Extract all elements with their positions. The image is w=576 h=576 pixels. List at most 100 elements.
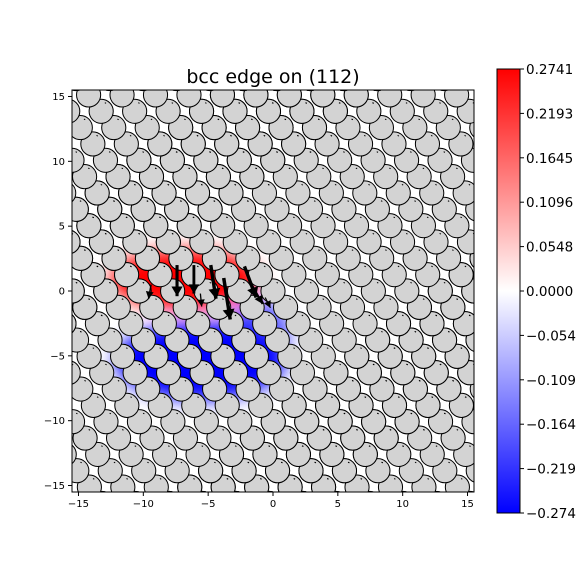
small-vector — [250, 118, 253, 121]
small-vector — [284, 380, 287, 382]
small-vector — [393, 216, 396, 219]
small-vector — [213, 331, 216, 333]
small-vector — [217, 249, 220, 251]
small-vector — [486, 380, 487, 381]
atom — [47, 132, 71, 156]
atom — [31, 197, 55, 221]
small-vector — [260, 478, 262, 480]
small-vector — [117, 249, 120, 251]
small-vector — [221, 167, 224, 170]
small-vector — [100, 183, 103, 186]
x-axis: −15 −10 −5 0 5 10 15 — [68, 492, 474, 510]
small-vector — [142, 281, 145, 284]
atom — [163, 490, 175, 492]
small-vector — [418, 118, 421, 121]
small-vector — [523, 168, 524, 169]
small-vector — [468, 183, 471, 186]
plot-content — [30, 67, 524, 512]
atom — [276, 90, 302, 108]
small-vector — [230, 134, 232, 137]
small-vector — [330, 265, 333, 268]
small-vector — [314, 331, 316, 333]
small-vector — [172, 363, 174, 366]
small-vector — [184, 380, 187, 382]
atom — [377, 90, 403, 108]
atom — [209, 90, 235, 108]
atom — [230, 490, 242, 492]
small-vector — [373, 495, 374, 496]
atom — [76, 90, 102, 108]
small-vector — [146, 331, 149, 333]
small-vector — [410, 412, 413, 415]
small-vector — [460, 86, 461, 87]
x-tick-label: 0 — [270, 499, 276, 510]
small-vector — [474, 495, 475, 496]
small-vector — [490, 299, 491, 300]
atom — [72, 376, 94, 402]
small-vector — [130, 396, 133, 398]
small-vector — [285, 511, 286, 512]
small-vector — [306, 495, 307, 496]
small-vector — [427, 478, 430, 480]
small-vector — [431, 265, 433, 268]
small-vector — [138, 232, 141, 235]
cb-tick-label: 0.0548 — [526, 240, 573, 256]
small-vector — [376, 281, 379, 284]
small-vector — [360, 478, 363, 480]
small-vector — [331, 396, 333, 398]
atom — [39, 165, 63, 189]
small-vector — [68, 315, 69, 316]
small-vector — [372, 102, 374, 104]
small-vector — [343, 281, 346, 284]
small-vector — [142, 151, 145, 153]
atom — [30, 67, 54, 91]
atom — [371, 90, 383, 92]
small-vector — [96, 134, 99, 137]
vector-head — [197, 299, 205, 307]
small-vector — [486, 511, 487, 512]
small-vector — [288, 167, 291, 170]
small-vector — [355, 298, 358, 300]
small-vector — [68, 315, 69, 316]
small-vector — [242, 281, 245, 284]
small-vector — [280, 200, 283, 202]
small-vector — [230, 265, 233, 268]
small-vector — [125, 216, 128, 219]
small-vector — [184, 118, 186, 121]
small-vector — [364, 396, 367, 398]
small-vector — [393, 86, 394, 87]
atom — [297, 490, 308, 492]
small-vector — [318, 380, 321, 382]
small-vector — [356, 429, 358, 431]
small-vector — [482, 331, 483, 332]
small-vector — [372, 232, 375, 235]
small-vector — [75, 281, 78, 284]
small-vector — [126, 478, 128, 480]
small-vector — [343, 412, 346, 415]
colorbar-axis: 0.2741 0.2193 0.1645 0.1096 0.0548 0.0000 −0.0… — [520, 62, 576, 522]
small-vector — [134, 445, 137, 447]
atom — [96, 490, 108, 492]
small-vector — [407, 495, 408, 496]
small-vector — [238, 232, 241, 235]
small-vector — [319, 511, 320, 512]
small-vector — [478, 413, 479, 414]
atom — [176, 90, 202, 108]
small-vector — [447, 200, 450, 202]
small-vector — [63, 266, 64, 267]
small-vector — [477, 282, 478, 283]
small-vector — [163, 134, 165, 137]
small-vector — [389, 429, 392, 431]
atom — [109, 90, 135, 108]
small-vector — [482, 462, 483, 463]
displacement-vectors — [145, 264, 271, 320]
atom — [230, 490, 242, 492]
atom — [72, 272, 73, 278]
small-vector — [360, 86, 361, 87]
small-vector — [87, 167, 90, 170]
small-vector — [439, 102, 441, 104]
small-vector — [426, 216, 429, 219]
small-vector — [152, 511, 153, 512]
small-vector — [427, 347, 429, 349]
